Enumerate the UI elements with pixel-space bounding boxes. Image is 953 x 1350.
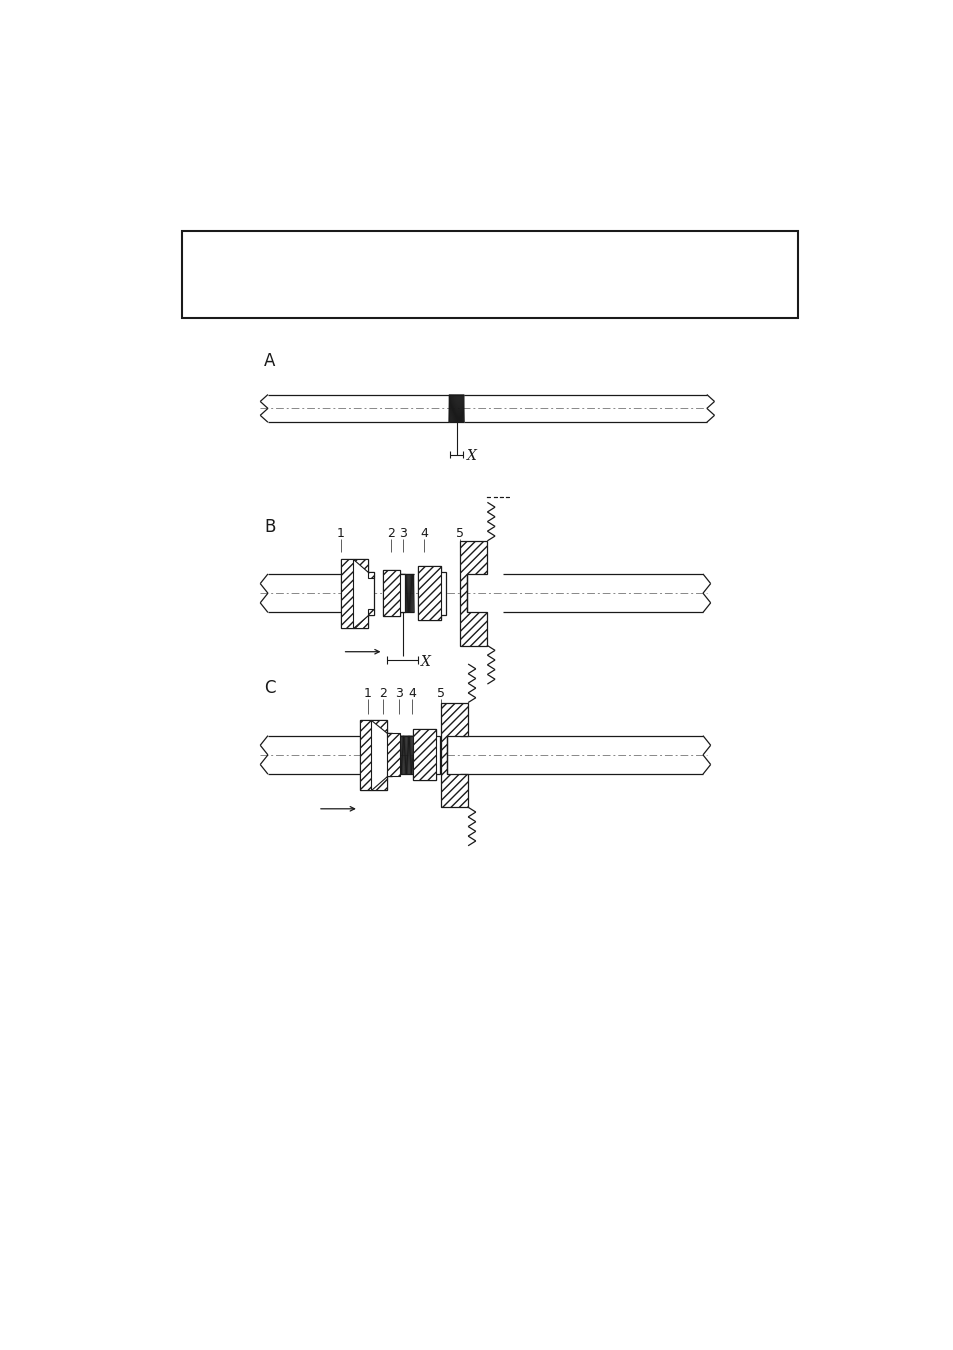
Polygon shape [460, 541, 487, 645]
Text: 4: 4 [408, 687, 416, 701]
Text: 2: 2 [379, 687, 387, 701]
Text: 4: 4 [420, 526, 428, 540]
Polygon shape [417, 566, 440, 620]
Polygon shape [360, 721, 371, 790]
Polygon shape [371, 721, 392, 738]
Polygon shape [440, 702, 468, 807]
Text: 3: 3 [395, 687, 402, 701]
Polygon shape [387, 733, 400, 776]
Text: 1: 1 [364, 687, 372, 701]
Polygon shape [413, 729, 436, 780]
Text: X: X [420, 655, 430, 670]
Polygon shape [371, 771, 392, 790]
Text: B: B [264, 517, 275, 536]
Polygon shape [413, 729, 439, 780]
Text: 2: 2 [387, 526, 395, 540]
Text: 5: 5 [436, 687, 445, 701]
Text: A: A [264, 352, 275, 370]
Text: X: X [466, 450, 476, 463]
Polygon shape [353, 559, 374, 578]
Text: 3: 3 [398, 526, 406, 540]
Text: 1: 1 [336, 526, 345, 540]
Polygon shape [417, 566, 445, 620]
Polygon shape [360, 721, 392, 790]
Text: C: C [264, 679, 275, 698]
Polygon shape [383, 570, 405, 617]
Polygon shape [383, 570, 400, 617]
Polygon shape [341, 559, 374, 628]
Text: 5: 5 [456, 526, 464, 540]
Polygon shape [341, 559, 353, 628]
Polygon shape [353, 609, 374, 628]
Bar [181, 231, 797, 317]
